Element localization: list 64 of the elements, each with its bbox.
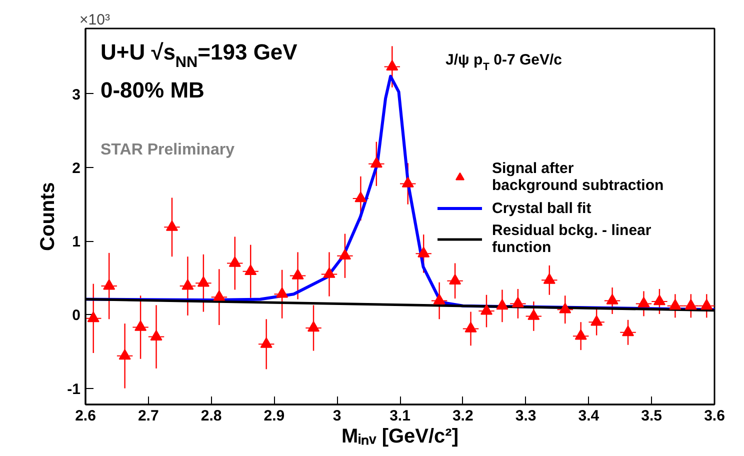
point	[338, 249, 351, 260]
point	[559, 302, 572, 314]
point	[370, 157, 382, 168]
point	[308, 321, 320, 332]
point	[512, 296, 524, 308]
x-tick-label: 2.9	[264, 408, 285, 424]
point	[260, 337, 272, 348]
point	[528, 309, 540, 320]
x-tick-label: 3	[332, 408, 342, 424]
legend-label: Residual bckg. - linear function	[492, 222, 652, 256]
point	[638, 296, 650, 308]
point	[669, 299, 682, 310]
point	[433, 294, 446, 304]
point	[700, 299, 713, 310]
legend-label: Crystal ball fit	[492, 200, 592, 216]
point	[87, 312, 100, 322]
x-tick-label: 2.6	[75, 408, 96, 424]
y-axis-title: Counts	[37, 182, 60, 251]
x-tick-label: 3.6	[704, 408, 725, 424]
point	[228, 256, 241, 267]
point	[182, 279, 194, 290]
x-axis-title: Mᵢₙᵥ [GeV/c²]	[342, 426, 459, 448]
y-tick-label: 2	[72, 160, 80, 178]
point	[449, 274, 462, 285]
point	[166, 220, 178, 231]
y-tick-label: 3	[72, 86, 80, 104]
point	[622, 326, 634, 336]
x-tick-label: 3.1	[390, 408, 410, 424]
x-tick-label: 3.2	[452, 408, 474, 424]
point	[543, 273, 556, 284]
point	[590, 315, 603, 326]
legend-label: Signal after background subtraction	[492, 160, 664, 194]
point	[150, 330, 162, 340]
point	[496, 299, 508, 310]
x-tick-label: 2.7	[138, 408, 159, 424]
point	[354, 192, 367, 202]
y-tick-label: -1	[67, 380, 81, 398]
point	[244, 264, 257, 275]
point	[103, 279, 116, 290]
point	[323, 267, 336, 278]
point	[276, 287, 288, 298]
point	[464, 322, 477, 332]
point	[213, 290, 226, 301]
x-tick-label: 2.8	[200, 408, 222, 424]
x-tick-label: 3.4	[578, 408, 600, 424]
point	[606, 294, 618, 304]
point	[418, 246, 430, 258]
annotation: STAR Preliminary	[100, 142, 235, 158]
point	[480, 304, 492, 315]
y-tick-label: 1	[72, 234, 80, 251]
point	[386, 60, 398, 70]
point	[574, 329, 587, 340]
point	[653, 294, 666, 306]
x-tick-label: 3.5	[641, 408, 662, 424]
point	[684, 299, 697, 310]
point	[134, 320, 147, 331]
x-tick-label: 3.3	[515, 408, 536, 424]
annotation: ×10³	[80, 12, 110, 28]
point	[118, 349, 131, 360]
point	[402, 176, 414, 188]
annotation: 0-80% MB	[100, 78, 204, 102]
y-tick-label: 0	[72, 307, 80, 324]
point	[292, 268, 304, 280]
point	[197, 276, 210, 287]
